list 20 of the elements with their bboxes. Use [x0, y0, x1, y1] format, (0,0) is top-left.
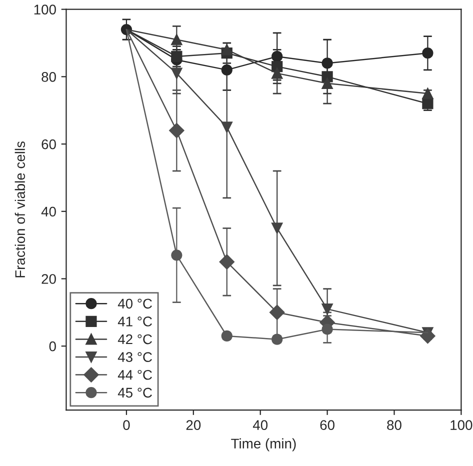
y-tick-label: 80	[42, 72, 56, 82]
x-tick-label: 100	[450, 420, 472, 430]
y-axis-title: Fraction of viable cells	[14, 141, 26, 278]
x-tick-label: 20	[186, 420, 201, 430]
x-axis-title: Time (min)	[231, 438, 296, 452]
legend-label: 45 °C	[118, 388, 152, 398]
y-tick-label: 40	[41, 206, 56, 217]
y-tick-label: 20	[42, 274, 56, 284]
x-tick-label: 60	[320, 420, 334, 430]
legend-label: 44 °C	[118, 370, 152, 380]
legend-label: 40 °C	[118, 298, 152, 309]
y-tick-label: 60	[42, 139, 56, 150]
x-tick-label: 0	[123, 420, 130, 430]
x-tick-label: 80	[387, 420, 402, 430]
x-tick-label: 40	[252, 420, 268, 430]
legend-label: 42 °C	[118, 334, 152, 344]
legend-label: 41 °C	[118, 316, 152, 326]
y-tick-label: 0	[49, 341, 56, 352]
y-tick-label: 100	[34, 4, 56, 14]
legend-label: 43 °C	[118, 352, 152, 362]
